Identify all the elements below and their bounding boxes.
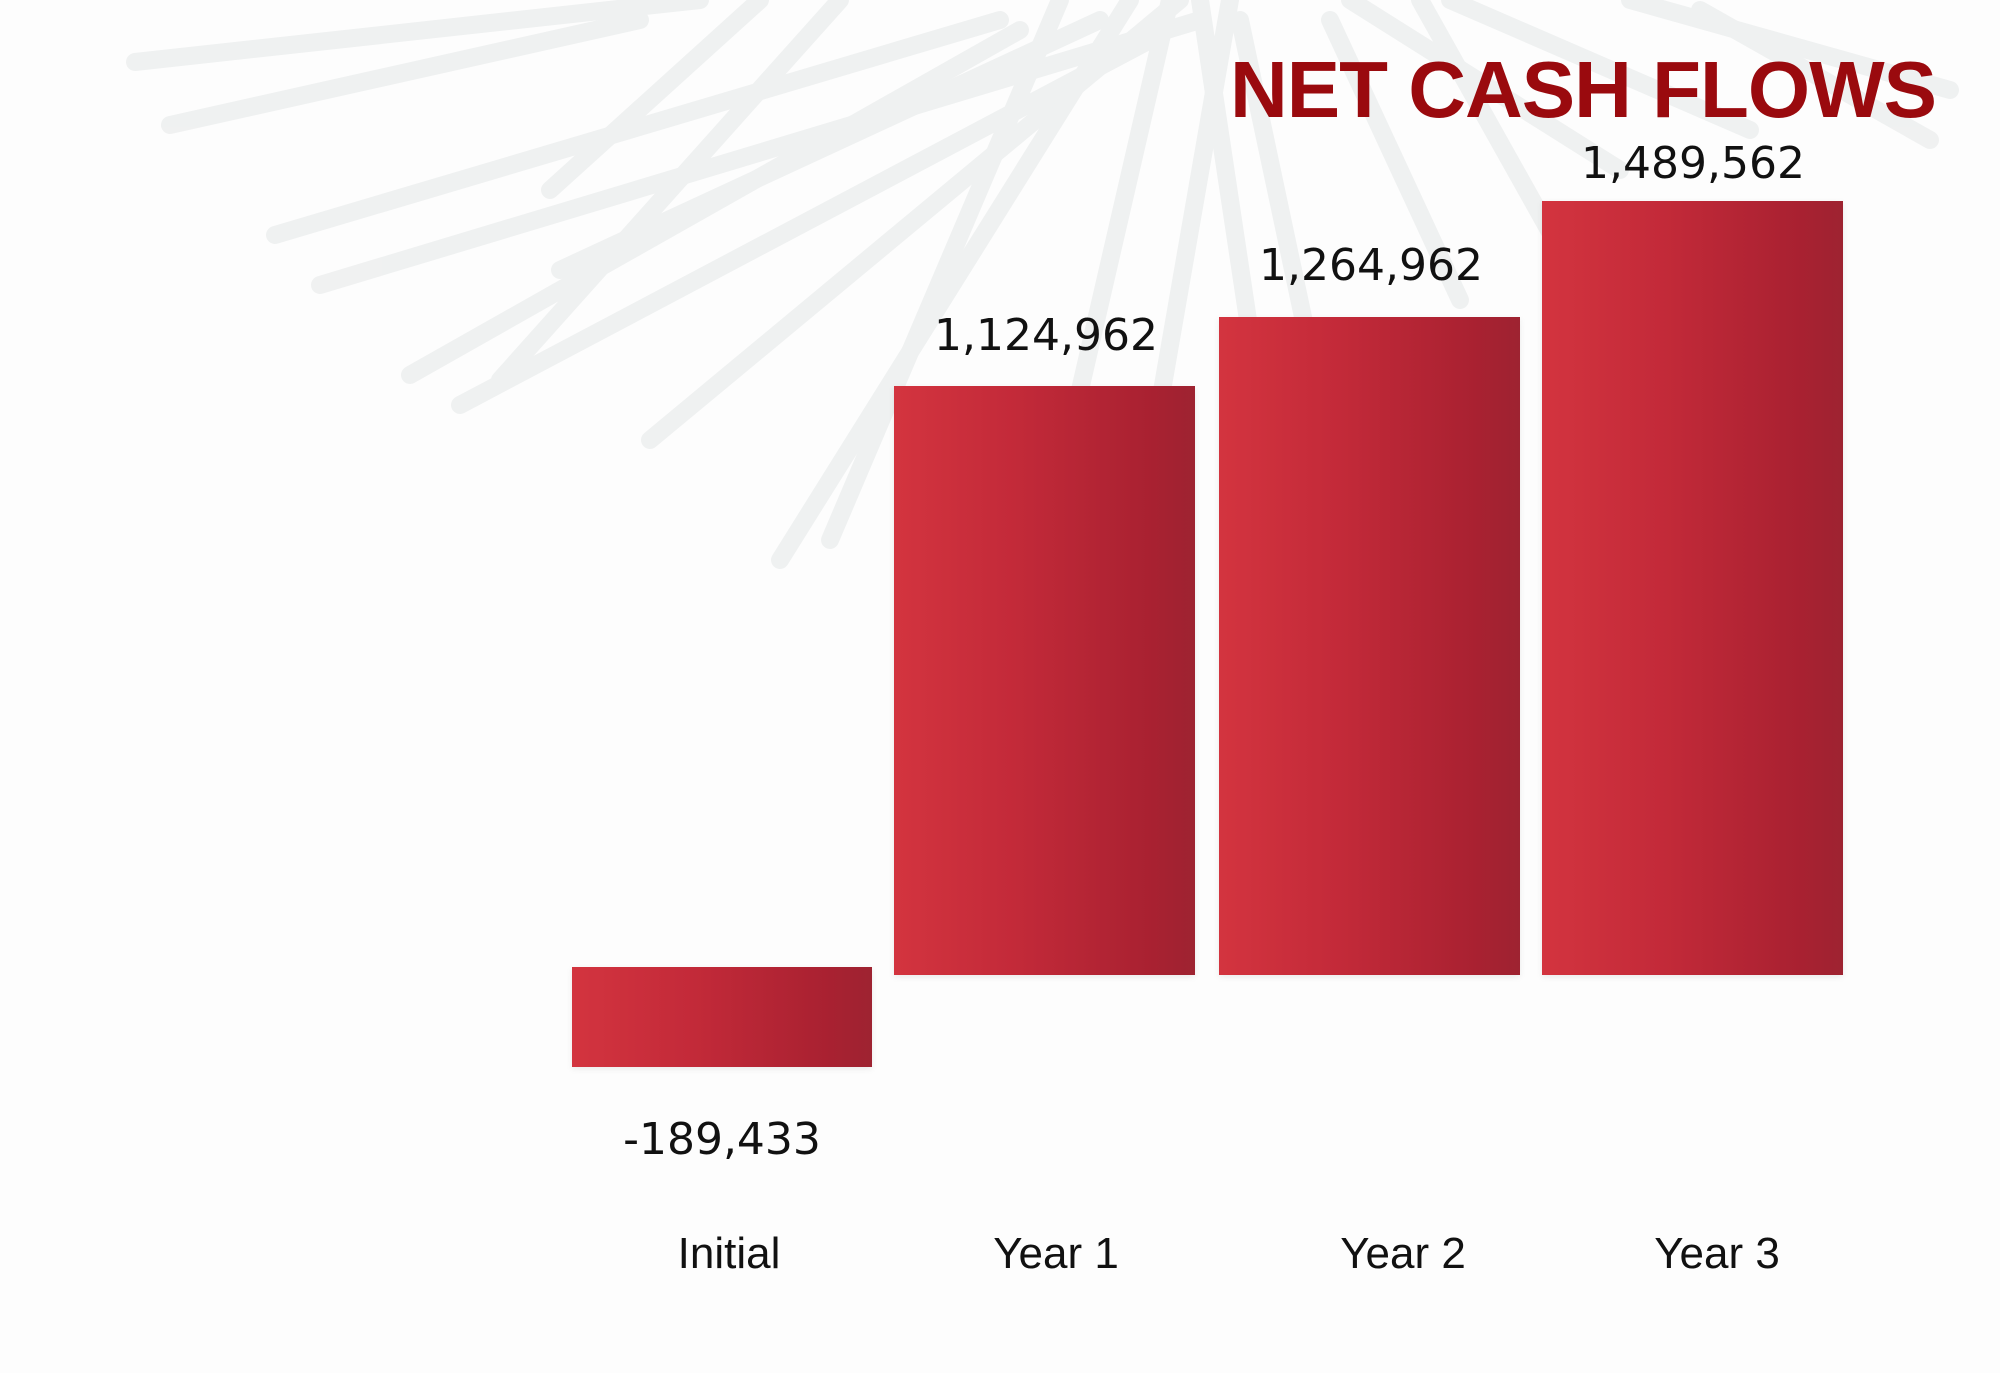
value-label-year-2: 1,264,962 xyxy=(1259,240,1483,291)
category-label-year-3: Year 3 xyxy=(1654,1229,1780,1278)
bar-year-2 xyxy=(1219,317,1520,975)
bar-initial xyxy=(572,967,872,1067)
category-label-initial: Initial xyxy=(677,1229,781,1278)
category-label-year-2: Year 2 xyxy=(1340,1229,1466,1278)
value-label-year-3: 1,489,562 xyxy=(1581,138,1805,189)
bar-year-3 xyxy=(1542,201,1843,975)
bar-year-1 xyxy=(894,386,1195,975)
value-label-year-1: 1,124,962 xyxy=(934,310,1158,361)
category-label-year-1: Year 1 xyxy=(993,1229,1119,1278)
value-label-initial: -189,433 xyxy=(623,1114,821,1165)
chart-title: NET CASH FLOWS xyxy=(1230,45,1937,134)
